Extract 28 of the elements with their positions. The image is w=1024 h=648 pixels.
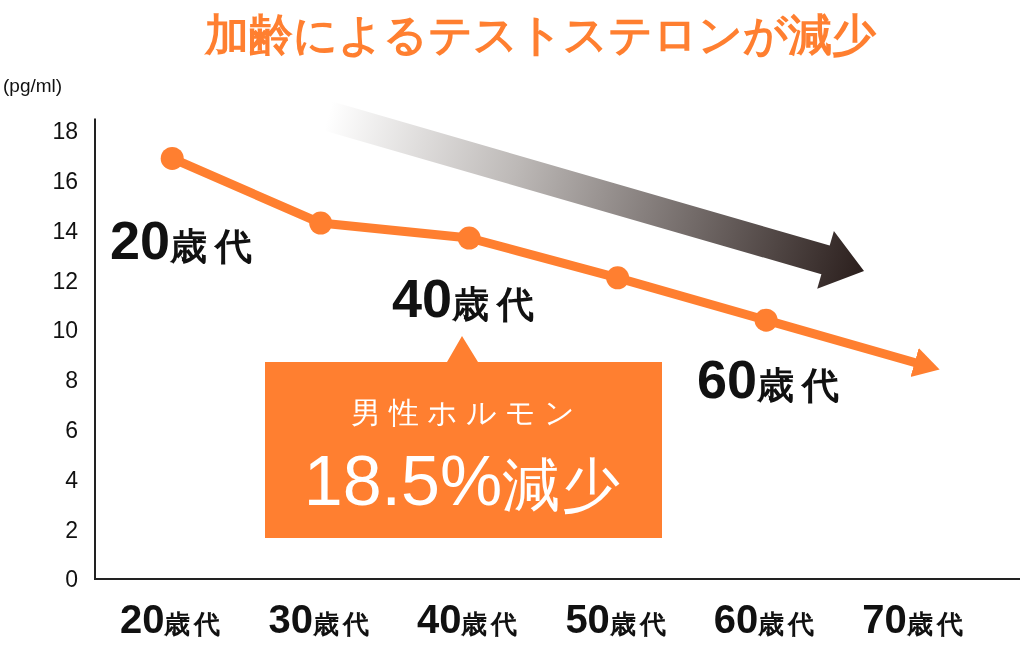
x-tick-label: 70歳代 (862, 597, 967, 641)
y-tick-label: 14 (52, 217, 79, 244)
point (309, 211, 333, 235)
y-tick-label: 0 (65, 566, 78, 593)
y-tick-label: 18 (52, 118, 78, 145)
chart-title: 加齢によるテストステロンが減少 (202, 10, 877, 59)
annotation: 20歳代 (110, 210, 261, 270)
y-tick-label: 4 (65, 466, 79, 493)
y-axis-title: (pg/ml) (3, 75, 63, 96)
annotation: 40歳代 (392, 268, 543, 328)
y-tick-label: 16 (52, 168, 78, 195)
point (457, 226, 481, 250)
y-tick-label: 6 (65, 416, 78, 443)
x-tick-label: 40歳代 (416, 597, 522, 641)
x-tick-label: 30歳代 (268, 597, 373, 641)
y-tick-label: 10 (52, 317, 78, 344)
y-tick-label: 8 (65, 367, 78, 394)
y-tick-label: 12 (52, 267, 78, 294)
point (754, 308, 778, 332)
y-tick-label: 2 (65, 516, 78, 543)
x-tick-label: 50歳代 (565, 597, 670, 641)
x-tick-label: 20歳代 (119, 597, 225, 641)
x-tick-label: 60歳代 (713, 597, 819, 641)
annotation: 男性ホルモン (351, 396, 583, 429)
annotation: 60歳代 (697, 349, 848, 409)
point (606, 266, 630, 290)
annotation: 18.5%減少 (303, 442, 623, 520)
point (160, 146, 184, 170)
